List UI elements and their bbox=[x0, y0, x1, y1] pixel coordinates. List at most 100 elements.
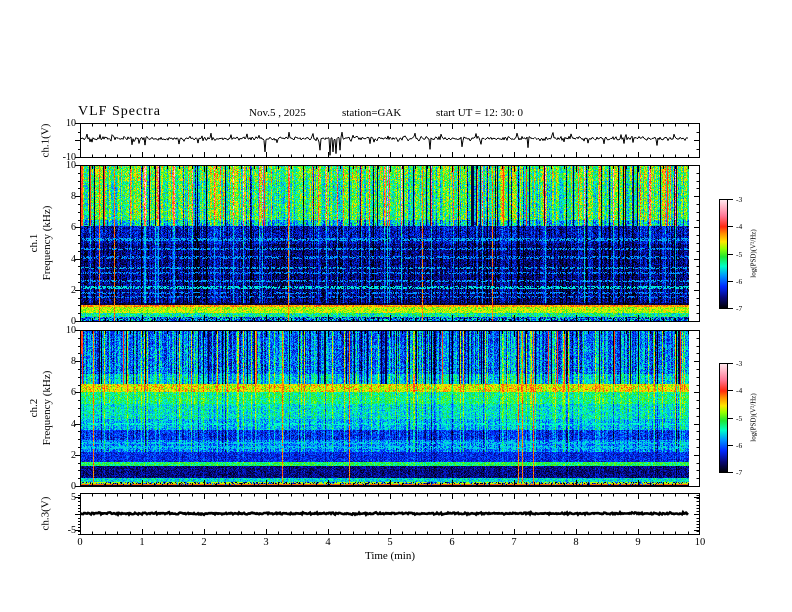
y-tick-label: 0 bbox=[71, 481, 76, 492]
y-tick-mark bbox=[77, 274, 80, 275]
colorbar-tick-mark bbox=[728, 445, 733, 446]
x-tick-label: 8 bbox=[573, 537, 579, 548]
colorbar-tick-label: -5 bbox=[736, 414, 743, 423]
y-tick-mark bbox=[75, 123, 80, 124]
ch1-waveform-panel bbox=[80, 123, 700, 158]
y-tick-mark bbox=[77, 527, 80, 528]
colorbar-tick-mark bbox=[728, 472, 733, 473]
y-tick-mark bbox=[75, 330, 80, 331]
y-tick-label: 10 bbox=[66, 118, 76, 129]
y-tick-label: 8 bbox=[71, 356, 76, 367]
y-tick-mark bbox=[75, 259, 80, 260]
y-tick-mark bbox=[77, 149, 80, 150]
colorbar-tick-mark bbox=[728, 226, 733, 227]
y-tick-mark bbox=[77, 505, 80, 506]
y-tick-mark bbox=[77, 400, 80, 401]
y-tick-mark bbox=[77, 511, 80, 512]
y-tick-mark bbox=[77, 501, 80, 502]
y-tick-mark bbox=[77, 181, 80, 182]
y-tick-mark bbox=[77, 478, 80, 479]
start-ut-label: start UT = 12: 30: 0 bbox=[436, 107, 523, 119]
y-tick-mark bbox=[77, 220, 80, 221]
y-tick-mark bbox=[75, 227, 80, 228]
x-tick-label: 9 bbox=[635, 537, 641, 548]
colorbar-tick-label: -6 bbox=[736, 277, 743, 286]
y-tick-mark bbox=[77, 313, 80, 314]
y-tick-mark bbox=[77, 188, 80, 189]
y-tick-mark bbox=[77, 377, 80, 378]
colorbar-ch1 bbox=[719, 199, 728, 309]
colorbar-tick-label: -5 bbox=[736, 250, 743, 259]
x-tick-label: 1 bbox=[139, 537, 145, 548]
y-tick-mark bbox=[75, 157, 80, 158]
y-tick-mark bbox=[77, 385, 80, 386]
y-tick-label: 6 bbox=[71, 387, 76, 398]
colorbar-tick-label: -6 bbox=[736, 441, 743, 450]
station-label: station=GAK bbox=[342, 107, 402, 119]
ch3-waveform-panel bbox=[80, 493, 700, 535]
y-tick-label: 10 bbox=[66, 325, 76, 336]
x-tick-label: 10 bbox=[694, 537, 706, 548]
y-tick-mark bbox=[75, 290, 80, 291]
y-tick-mark bbox=[75, 392, 80, 393]
y-tick-mark bbox=[77, 431, 80, 432]
colorbar-tick-mark bbox=[728, 199, 733, 200]
colorbar-ch2 bbox=[719, 363, 728, 473]
x-tick-label: 7 bbox=[511, 537, 517, 548]
date-label: Nov.5 , 2025 bbox=[249, 107, 306, 119]
y-tick-mark bbox=[77, 439, 80, 440]
y-tick-label: -10 bbox=[62, 152, 76, 163]
ch1-spectrogram-panel bbox=[80, 165, 700, 322]
y-tick-mark bbox=[77, 204, 80, 205]
y-tick-mark bbox=[77, 521, 80, 522]
y-tick-mark bbox=[77, 498, 80, 499]
y-tick-mark bbox=[77, 518, 80, 519]
y-tick-mark bbox=[77, 408, 80, 409]
y-tick-mark bbox=[77, 524, 80, 525]
y-tick-mark bbox=[77, 514, 80, 515]
y-tick-mark bbox=[75, 361, 80, 362]
y-tick-mark bbox=[75, 424, 80, 425]
y-tick-mark bbox=[77, 416, 80, 417]
y-tick-mark bbox=[77, 447, 80, 448]
colorbar-tick-mark bbox=[728, 418, 733, 419]
y-tick-mark bbox=[77, 305, 80, 306]
y-tick-label: 6 bbox=[71, 222, 76, 233]
x-tick-label: 5 bbox=[387, 537, 393, 548]
y-tick-mark bbox=[77, 534, 80, 535]
x-tick-label: 2 bbox=[201, 537, 207, 548]
y-tick-mark bbox=[77, 369, 80, 370]
y-tick-mark bbox=[77, 508, 80, 509]
colorbar-tick-mark bbox=[728, 390, 733, 391]
colorbar-ch1-label: log(PSD)(V²/Hz) bbox=[749, 229, 758, 278]
x-tick-label: 3 bbox=[263, 537, 269, 548]
y-tick-label: 5 bbox=[71, 492, 76, 503]
y-tick-mark bbox=[77, 282, 80, 283]
colorbar-tick-label: -7 bbox=[736, 304, 743, 313]
y-tick-mark bbox=[75, 196, 80, 197]
y-tick-label: 4 bbox=[71, 254, 76, 265]
y-tick-mark bbox=[75, 321, 80, 322]
y-tick-mark bbox=[77, 212, 80, 213]
y-tick-mark bbox=[75, 486, 80, 487]
y-tick-mark bbox=[77, 298, 80, 299]
y-tick-label: -5 bbox=[67, 525, 76, 536]
page-title: VLF Spectra bbox=[78, 104, 161, 119]
y-tick-mark bbox=[77, 346, 80, 347]
y-tick-mark bbox=[75, 530, 80, 531]
y-tick-mark bbox=[77, 243, 80, 244]
y-tick-mark bbox=[77, 132, 80, 133]
colorbar-tick-label: -4 bbox=[736, 386, 743, 395]
y-tick-label: 10 bbox=[66, 160, 76, 171]
y-tick-mark bbox=[77, 353, 80, 354]
colorbar-ch2-label: log(PSD)(V²/Hz) bbox=[749, 393, 758, 442]
y-tick-mark bbox=[75, 455, 80, 456]
time-axis-label: Time (min) bbox=[364, 550, 415, 562]
y-tick-mark bbox=[77, 235, 80, 236]
colorbar-tick-mark bbox=[728, 281, 733, 282]
y-tick-mark bbox=[77, 266, 80, 267]
y-tick-label: 8 bbox=[71, 191, 76, 202]
y-tick-mark bbox=[75, 165, 80, 166]
x-tick-label: 4 bbox=[325, 537, 331, 548]
y-tick-label: 4 bbox=[71, 419, 76, 430]
